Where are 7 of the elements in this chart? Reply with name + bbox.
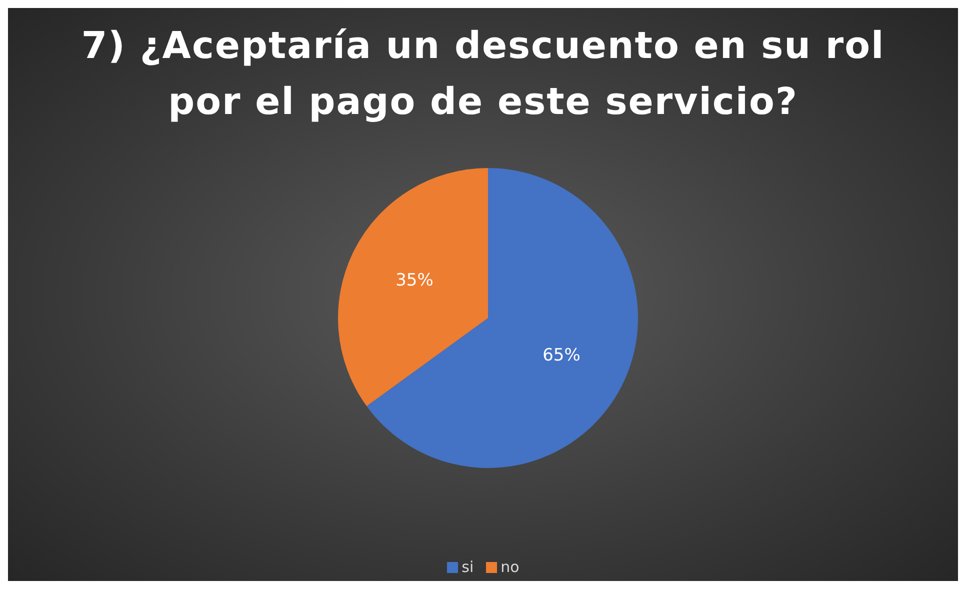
pie-slice: [338, 168, 488, 406]
legend-label: si: [462, 558, 474, 576]
chart-title: 7) ¿Aceptaría un descuento en su rol por el pago de este servicio?: [80, 23, 886, 125]
pie-slice: [366, 168, 638, 468]
data-label: 65%: [542, 345, 580, 366]
data-label: 35%: [396, 270, 434, 291]
legend-label: no: [500, 558, 520, 576]
